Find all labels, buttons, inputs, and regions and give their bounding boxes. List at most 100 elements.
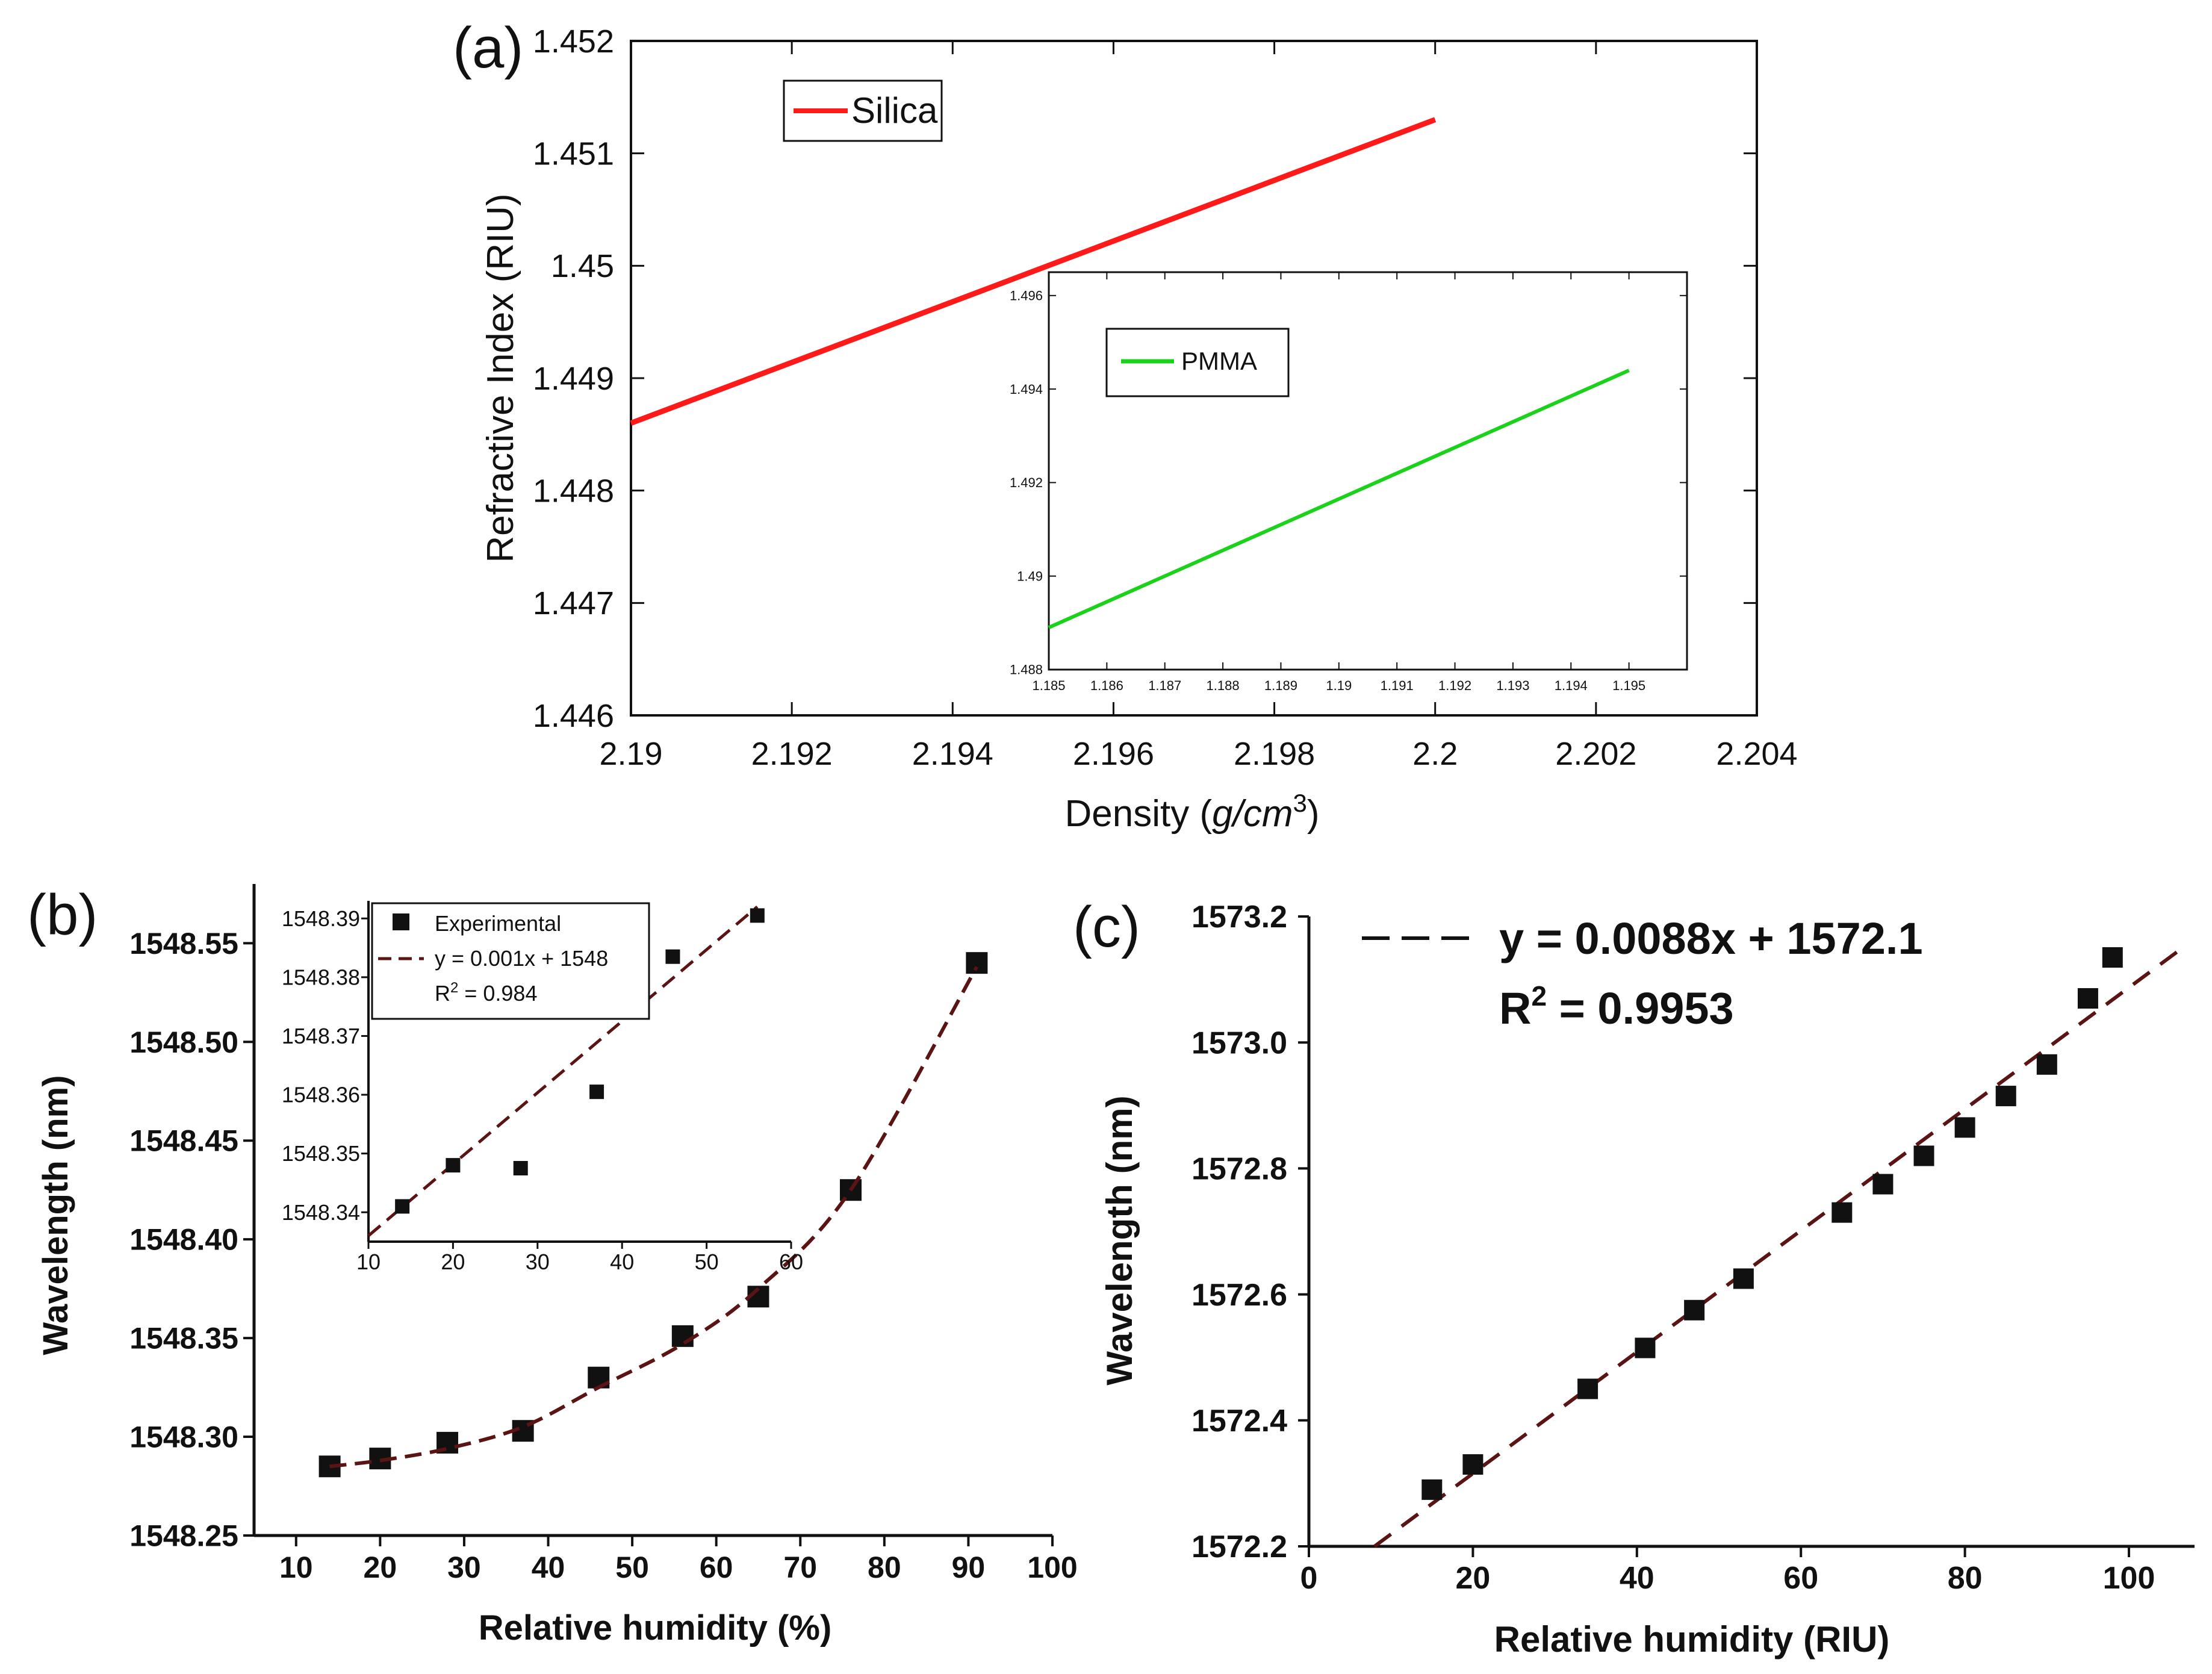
inset-a-y-tick-label: 1.494 [1010,382,1043,397]
panel-a-x-tick-label: 2.202 [1555,736,1636,772]
inset-b-ticks: 10 20 30 40 50 60 1548.34 1548.35 1548.36 1548.37… [282,906,803,1274]
panel-b-x-tick-label: 40 [532,1551,565,1584]
inset-b-y-tick-label: 1548.37 [282,1024,360,1048]
fit-legend-r-squared: R2 = 0.984 [435,980,537,1006]
panel-c-x-tick-label: 60 [1783,1561,1818,1596]
panel-b-fit-curve [329,966,978,1469]
panel-c: (c) 0 20 40 60 80 100 1572.2 1572.4 1572.6 1572.8… [1073,895,2195,1660]
inset-a-x-tick-label: 1.191 [1381,678,1414,693]
inset-a-x-tick-label: 1.193 [1496,678,1529,693]
inset-a-y-tick-label: 1.492 [1010,475,1043,490]
panel-c-label: (c) [1073,895,1140,959]
panel-a: (a) 2.19 2.192 2.194 2.196 2.198 2.2 2.202 2.20… [453,16,1798,835]
inset-b-y-tick-label: 1548.34 [282,1200,360,1225]
panel-a-x-tick-label: 2.198 [1234,736,1315,772]
panel-c-x-tick-label: 0 [1300,1561,1318,1596]
panel-b-y-tick-label: 1548.40 [129,1223,238,1257]
panel-b-y-tick-label: 1548.55 [129,927,238,960]
inset-b-fit-line [367,905,759,1237]
experimental-legend-marker [393,913,409,930]
panel-a-x-tick-label: 2.204 [1716,736,1797,772]
panel-a-y-tick-label: 1.452 [533,23,614,60]
panel-a-x-label-unit: g/cm [1212,793,1293,835]
panel-a-x-label-sup: 3 [1293,789,1306,817]
panel-a-y-tick-label: 1.448 [533,473,614,509]
inset-a-y-tick-label: 1.496 [1010,288,1043,303]
panel-a-x-label-close: ) [1307,793,1320,835]
inset-b-y-tick-label: 1548.36 [282,1083,360,1107]
silica-line [630,117,1437,426]
panel-c-x-tick-label: 80 [1948,1561,1983,1596]
inset-b-data-point [395,1199,410,1214]
panel-c-x-tick-label: 100 [2103,1561,2155,1596]
panel-a-x-tick-label: 2.19 [599,736,662,772]
panel-c-x-axis-label: Relative humidity (RIU) [1494,1619,1890,1660]
r-squared-sup: 2 [450,980,458,996]
panel-c-ticks: 0 20 40 60 80 100 1572.2 1572.4 1572.6 1572.8 1573… [1191,900,2155,1596]
panel-c-annotation: y = 0.0088x + 1572.1 R2 = 0.9953 [1362,913,1923,1033]
inset-b-series [367,905,765,1237]
inset-b-data-point [750,908,765,923]
inset-a-ticks: 1.185 1.186 1.187 1.188 1.189 1.19 1.191 1.192 1… [1010,272,1687,693]
panel-b-x-tick-label: 60 [700,1551,733,1584]
inset-a-series [1048,369,1630,629]
panel-b: (b) 10 20 30 40 50 60 70 80 90 1001548.251548.301… [27,883,1078,1648]
inset-b-legend: Experimental y = 0.001x + 1548 R2 = 0.98… [371,902,650,1020]
panel-a-y-axis-label: Refractive Index (RIU) [480,193,521,562]
panel-c-data-point [1954,1117,1975,1138]
panel-a-x-tick-label: 2.196 [1073,736,1154,772]
pmma-line [1048,369,1630,629]
panel-a-y-tick-label: 1.446 [533,698,614,734]
panel-b-y-tick-label: 1548.25 [129,1519,238,1553]
panel-b-x-tick-label: 20 [364,1551,397,1584]
panel-c-r-squared: R2 = 0.9953 [1499,980,1734,1033]
inset-b-x-tick-label: 20 [441,1249,465,1274]
panel-c-data-point [1635,1337,1656,1358]
panel-c-fit-equation: y = 0.0088x + 1572.1 [1499,913,1923,963]
panel-c-y-tick-label: 1573.0 [1191,1025,1287,1060]
inset-a-x-tick-label: 1.19 [1326,678,1352,693]
panel-c-data-point [1684,1299,1705,1321]
panel-b-x-tick-label: 30 [447,1551,481,1584]
panel-b-y-tick-label: 1548.30 [129,1420,238,1454]
inset-a-x-tick-label: 1.185 [1032,678,1065,693]
panel-b-x-tick-label: 90 [952,1551,986,1584]
inset-b-y-tick-label: 1548.39 [282,906,360,931]
panel-c-data-point [1913,1145,1934,1166]
panel-c-r-value: = 0.9953 [1547,983,1734,1033]
panel-b-inset: 10 20 30 40 50 60 1548.34 1548.35 1548.36 1548.37… [282,901,803,1274]
inset-a-y-tick-label: 1.49 [1017,568,1043,583]
panel-c-data-point [1462,1454,1483,1475]
panel-c-x-tick-label: 40 [1620,1561,1654,1596]
inset-a-y-tick-label: 1.488 [1010,662,1043,677]
r-squared-r: R [435,981,450,1006]
fit-legend-equation: y = 0.001x + 1548 [435,946,608,971]
panel-b-series [318,952,988,1478]
panel-c-data-point [2077,988,2098,1009]
inset-b-x-tick-label: 60 [779,1249,803,1274]
inset-b-data-point [589,1084,604,1100]
panel-c-y-tick-label: 1572.2 [1191,1529,1287,1564]
panel-b-ticks: 10 20 30 40 50 60 70 80 90 100 1548.25 1548.30 1548.… [129,927,1077,1584]
inset-b-x-tick-label: 10 [356,1249,381,1274]
panel-c-y-tick-label: 1572.4 [1191,1404,1287,1439]
panel-b-data-point [671,1325,694,1347]
panel-c-data-point [1995,1086,2016,1107]
inset-b-x-tick-label: 30 [526,1249,550,1274]
panel-c-y-tick-label: 1572.8 [1191,1152,1287,1187]
panel-b-y-tick-label: 1548.45 [129,1124,238,1158]
inset-b-legend-box [371,902,650,1020]
inset-a-x-tick-label: 1.194 [1555,678,1588,693]
panel-c-y-tick-label: 1573.2 [1191,900,1287,935]
panel-c-data-point [1831,1202,1853,1223]
panel-a-inset: 1.185 1.186 1.187 1.188 1.189 1.19 1.191 1.192 1… [1010,271,1688,693]
panel-c-y-tick-label: 1572.6 [1191,1278,1287,1313]
panel-b-x-tick-label: 80 [868,1551,901,1584]
inset-b-y-tick-label: 1548.35 [282,1141,360,1166]
inset-b-y-tick-label: 1548.38 [282,965,360,989]
panel-c-data-point [1872,1174,1894,1195]
panel-a-y-tick-label: 1.449 [533,361,614,397]
panel-a-label: (a) [453,16,523,80]
panel-c-data-point [2102,947,2123,968]
